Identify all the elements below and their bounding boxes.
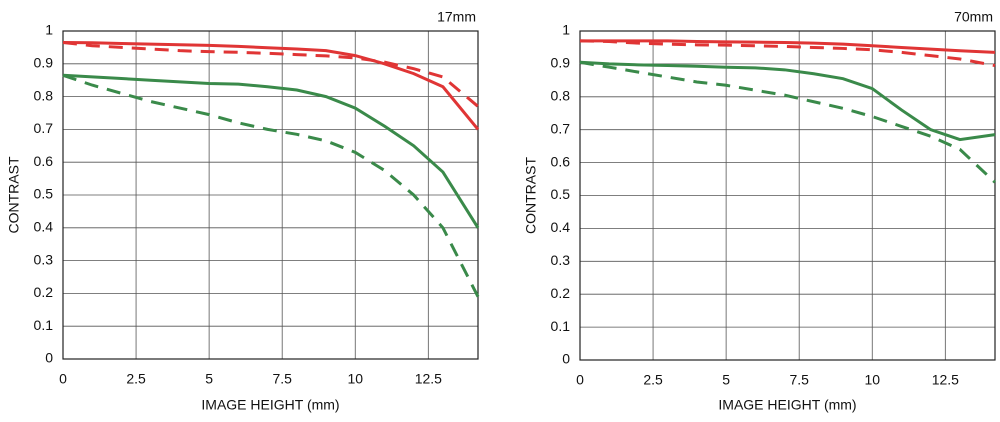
y-tick-label: 0.1 bbox=[34, 317, 54, 333]
x-tick-label: 0 bbox=[576, 372, 584, 388]
y-tick-label: 0.3 bbox=[551, 252, 571, 268]
y-axis-label: CONTRAST bbox=[523, 157, 539, 234]
plot-frame bbox=[62, 30, 479, 360]
plot-frame bbox=[579, 30, 996, 361]
y-tick-label: 0.6 bbox=[34, 153, 54, 169]
x-tick-label: 12.5 bbox=[415, 371, 442, 387]
y-tick-label: 0.9 bbox=[34, 55, 54, 71]
x-tick-label: 2.5 bbox=[643, 372, 663, 388]
y-tick-label: 0.5 bbox=[551, 186, 571, 202]
x-tick-label: 7.5 bbox=[272, 371, 292, 387]
mtf-line bbox=[580, 39, 996, 54]
chart-title: 70mm bbox=[954, 9, 993, 25]
x-tick-label: 7.5 bbox=[789, 372, 809, 388]
y-tick-label: 0.8 bbox=[34, 87, 54, 103]
x-axis-label: IMAGE HEIGHT (mm) bbox=[201, 397, 339, 413]
y-tick-label: 0.3 bbox=[34, 251, 54, 267]
y-tick-label: 0.6 bbox=[551, 153, 571, 169]
y-tick-label: 0.4 bbox=[551, 219, 571, 235]
y-tick-label: 0.2 bbox=[551, 285, 571, 301]
mtf-line bbox=[579, 39, 996, 68]
y-tick-label: 0.4 bbox=[34, 219, 54, 235]
chart-title: 17mm bbox=[437, 9, 476, 25]
x-tick-label: 5 bbox=[205, 371, 213, 387]
y-tick-label: 1 bbox=[45, 22, 53, 38]
x-tick-label: 0 bbox=[59, 371, 67, 387]
x-tick-label: 2.5 bbox=[126, 371, 146, 387]
x-tick-label: 12.5 bbox=[932, 372, 959, 388]
x-tick-label: 5 bbox=[722, 372, 730, 388]
mtf-line bbox=[62, 73, 480, 298]
y-tick-label: 0.5 bbox=[34, 186, 54, 202]
y-tick-label: 0.7 bbox=[34, 120, 54, 136]
mtf-line bbox=[579, 60, 997, 184]
y-tick-label: 0.1 bbox=[551, 318, 571, 334]
y-tick-label: 1 bbox=[562, 22, 570, 38]
y-axis-label: CONTRAST bbox=[6, 156, 22, 233]
y-tick-label: 0 bbox=[562, 351, 570, 367]
mtf-line bbox=[62, 40, 480, 131]
mtf-line bbox=[579, 60, 996, 142]
y-tick-label: 0 bbox=[45, 350, 53, 366]
x-axis-label: IMAGE HEIGHT (mm) bbox=[718, 397, 856, 413]
y-tick-label: 0.2 bbox=[34, 284, 54, 300]
y-tick-label: 0.8 bbox=[551, 88, 571, 104]
x-tick-label: 10 bbox=[347, 371, 363, 387]
mtf-line bbox=[62, 73, 480, 229]
y-tick-label: 0.9 bbox=[551, 55, 571, 71]
y-tick-label: 0.7 bbox=[551, 120, 571, 136]
x-tick-label: 10 bbox=[864, 372, 880, 388]
